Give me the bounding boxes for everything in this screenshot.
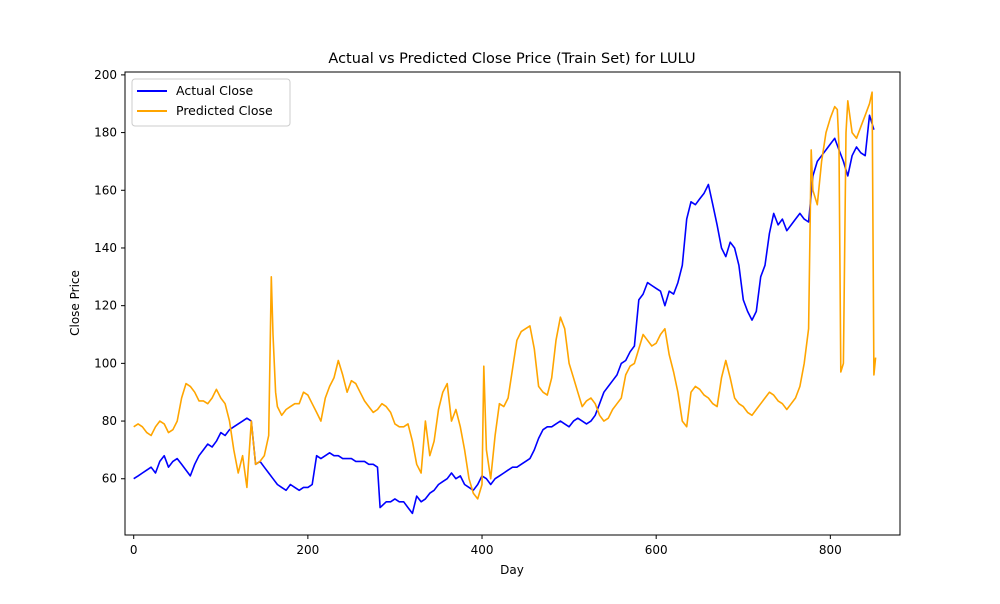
y-tick-label: 180 <box>94 126 117 140</box>
x-axis-label: Day <box>500 563 524 577</box>
y-tick-label: 200 <box>94 68 117 82</box>
y-tick-label: 80 <box>102 414 117 428</box>
y-tick-label: 160 <box>94 183 117 197</box>
x-tick-label: 600 <box>645 543 668 557</box>
y-tick-label: 100 <box>94 356 117 370</box>
y-axis-label: Close Price <box>68 270 82 336</box>
legend-box <box>131 78 291 127</box>
legend-label-actual-close: Actual Close <box>176 83 253 98</box>
x-axis: 0 200 400 600 800 <box>130 535 842 557</box>
plot-area-frame <box>124 71 901 536</box>
legend: Actual Close Predicted Close <box>131 78 291 127</box>
chart-title: Actual vs Predicted Close Price (Train S… <box>328 51 695 67</box>
y-tick-label: 60 <box>102 472 117 486</box>
x-tick-label: 200 <box>296 543 319 557</box>
y-tick-label: 120 <box>94 299 117 313</box>
legend-label-predicted-close: Predicted Close <box>176 103 273 118</box>
x-tick-label: 800 <box>819 543 842 557</box>
x-tick-label: 400 <box>471 543 494 557</box>
x-tick-label: 0 <box>130 543 138 557</box>
y-axis: 60 80 100 120 140 160 180 200 <box>94 68 125 486</box>
series-line-predicted-close <box>133 91 877 500</box>
series-line-actual-close <box>133 114 875 515</box>
series-layer <box>133 91 877 515</box>
y-tick-label: 140 <box>94 241 117 255</box>
